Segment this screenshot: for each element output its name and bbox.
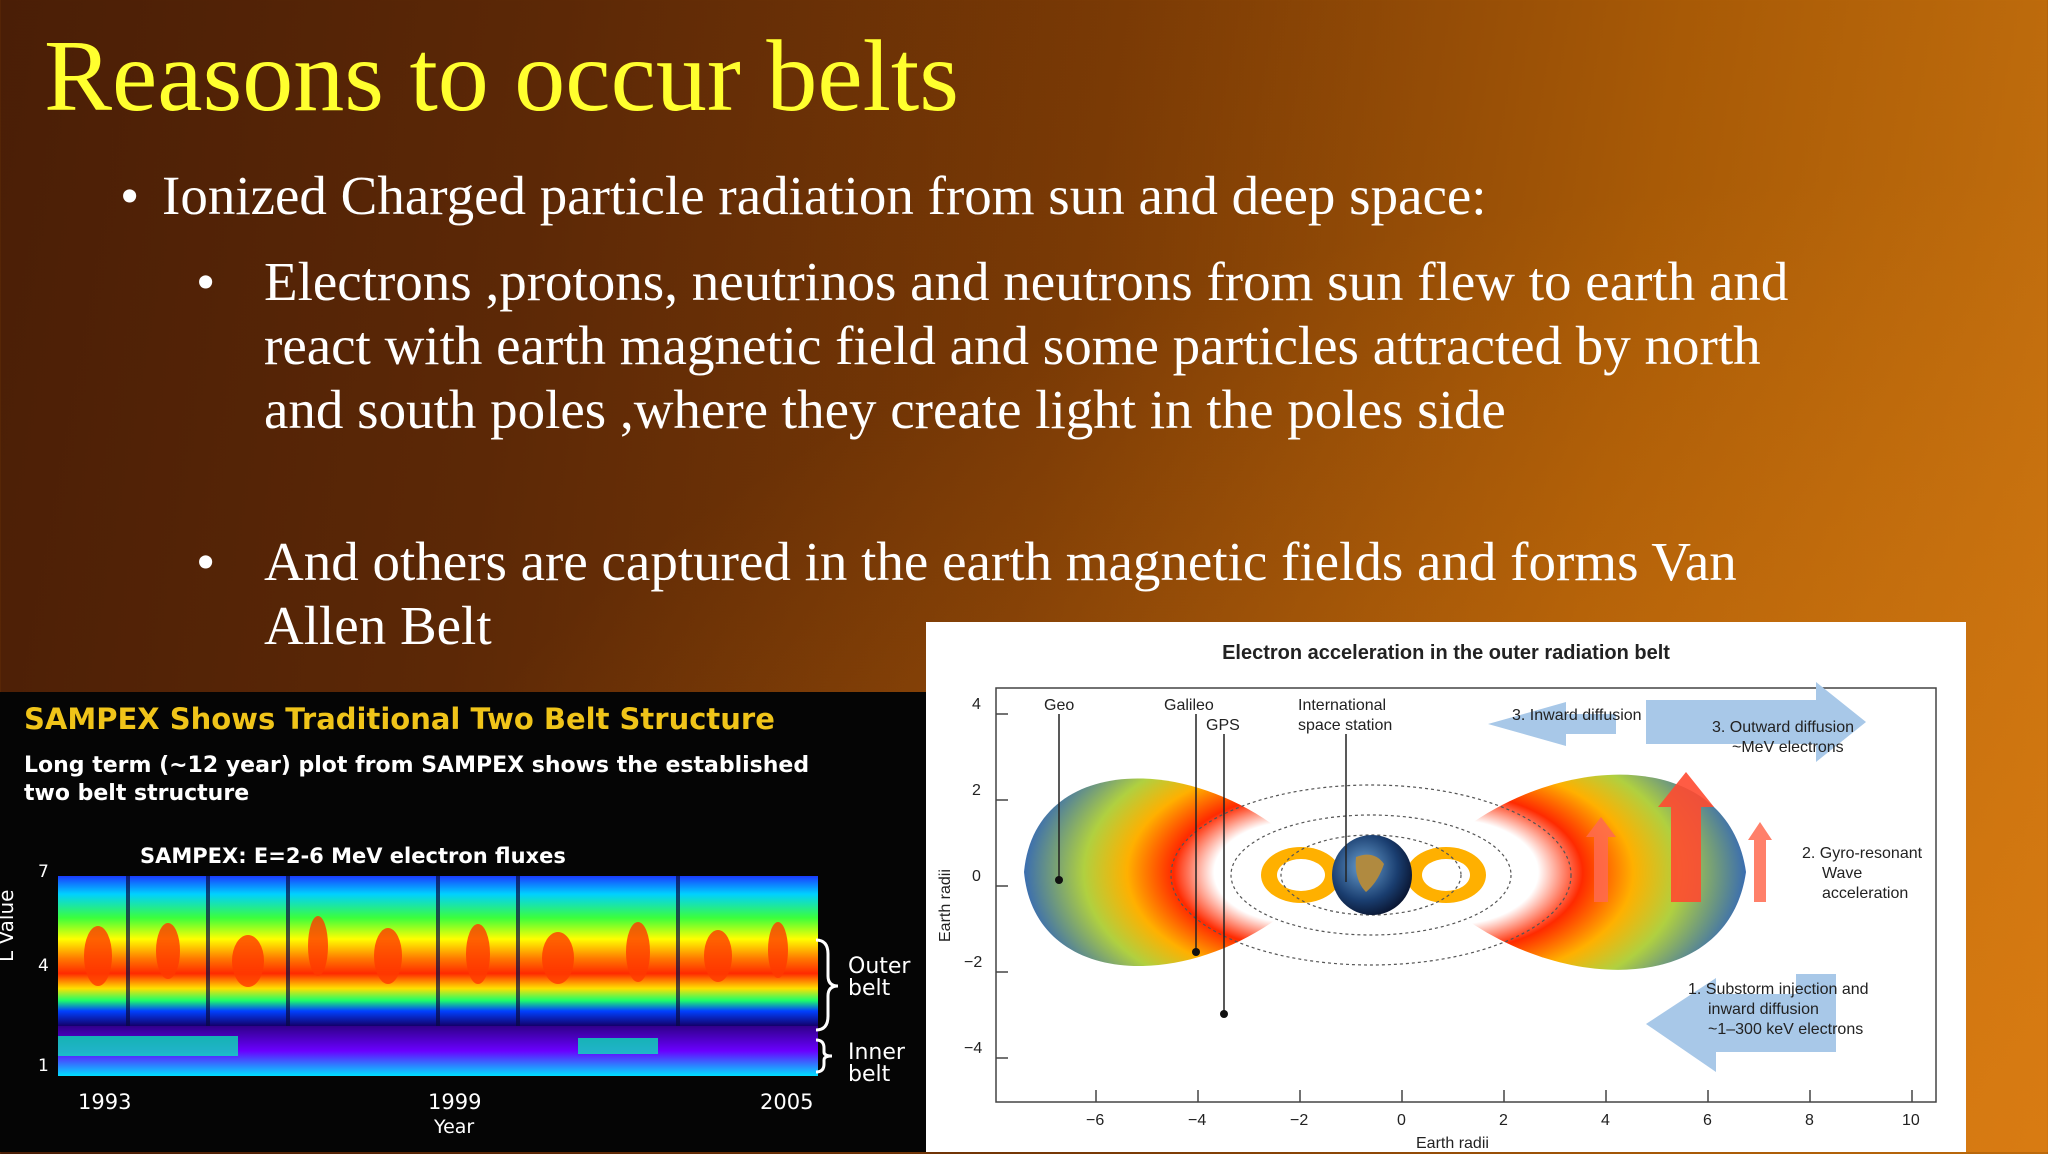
substorm-label: ~1–300 keV electrons	[1708, 1021, 1864, 1038]
bullet-dot: •	[196, 531, 216, 592]
gyro-label: acceleration	[1822, 885, 1909, 902]
main-bullet-text: Ionized Charged particle radiation from …	[162, 165, 1487, 226]
y-tick: 2	[972, 782, 981, 799]
sub-bullet-text: And others are captured in the earth mag…	[264, 531, 1737, 656]
sampex-figure: SAMPEX Shows Traditional Two Belt Struct…	[0, 692, 926, 1152]
x-tick: 2	[1499, 1112, 1508, 1129]
substorm-label: 1. Substorm injection and	[1688, 981, 1869, 998]
belt-braces	[815, 938, 839, 1074]
y-tick: −2	[964, 954, 983, 971]
sampex-x-label: Year	[434, 1116, 475, 1138]
outward-diffusion-label: 3. Outward diffusion	[1712, 719, 1855, 736]
gyro-label: 2. Gyro-resonant	[1802, 845, 1923, 862]
sampex-y-label: L Value	[0, 889, 18, 962]
x-tick: −4	[1188, 1112, 1207, 1129]
iss-label: International	[1298, 697, 1387, 714]
substorm-label: inward diffusion	[1708, 1001, 1819, 1018]
belt-diagram-graphic	[995, 682, 1937, 1103]
x-tick: 6	[1703, 1112, 1712, 1129]
x-tick: 1993	[78, 1090, 132, 1114]
bullet-dot: •	[120, 165, 140, 226]
sampex-title: SAMPEX Shows Traditional Two Belt Struct…	[24, 702, 775, 736]
x-tick: −2	[1290, 1112, 1309, 1129]
x-tick: 10	[1902, 1112, 1920, 1129]
slide-title: Reasons to occur belts	[44, 20, 959, 133]
y-tick: 7	[38, 862, 49, 882]
outer-belt-label: Outer belt	[848, 954, 911, 1001]
diagram-y-label: Earth radii	[937, 869, 954, 942]
y-tick: 4	[38, 956, 49, 976]
x-tick: 1999	[428, 1090, 482, 1114]
iss-label: space station	[1298, 717, 1393, 734]
x-tick: 2005	[760, 1090, 814, 1114]
sampex-subtitle: SAMPEX: E=2-6 MeV electron fluxes	[140, 844, 566, 868]
bullet-dot: •	[196, 251, 216, 312]
x-tick: 8	[1805, 1112, 1814, 1129]
sub-bullet-text: Electrons ,protons, neutrinos and neutro…	[264, 251, 1789, 440]
gyro-label: Wave	[1822, 865, 1863, 882]
flux-heatmap	[58, 876, 818, 1076]
y-tick: 0	[972, 868, 981, 885]
inner-belt-label: Inner belt	[848, 1040, 905, 1087]
diagram-x-label: Earth radii	[1416, 1135, 1489, 1152]
x-tick: 0	[1397, 1112, 1406, 1129]
diagram-title: Electron acceleration in the outer radia…	[1222, 642, 1670, 664]
galileo-label: Galileo	[1164, 697, 1214, 714]
outward-diffusion-label: ~MeV electrons	[1732, 739, 1844, 756]
inward-diffusion-label: 3. Inward diffusion	[1512, 707, 1642, 724]
sampex-description: Long term (~12 year) plot from SAMPEX sh…	[24, 753, 810, 806]
y-tick: 4	[972, 696, 981, 713]
x-tick: 4	[1601, 1112, 1610, 1129]
geo-label: Geo	[1044, 697, 1075, 714]
electron-acceleration-diagram: Electron acceleration in the outer radia…	[926, 622, 1966, 1152]
gps-label: GPS	[1206, 717, 1240, 734]
x-tick: −6	[1086, 1112, 1105, 1129]
y-tick: 1	[38, 1056, 49, 1076]
y-tick: −4	[964, 1040, 983, 1057]
